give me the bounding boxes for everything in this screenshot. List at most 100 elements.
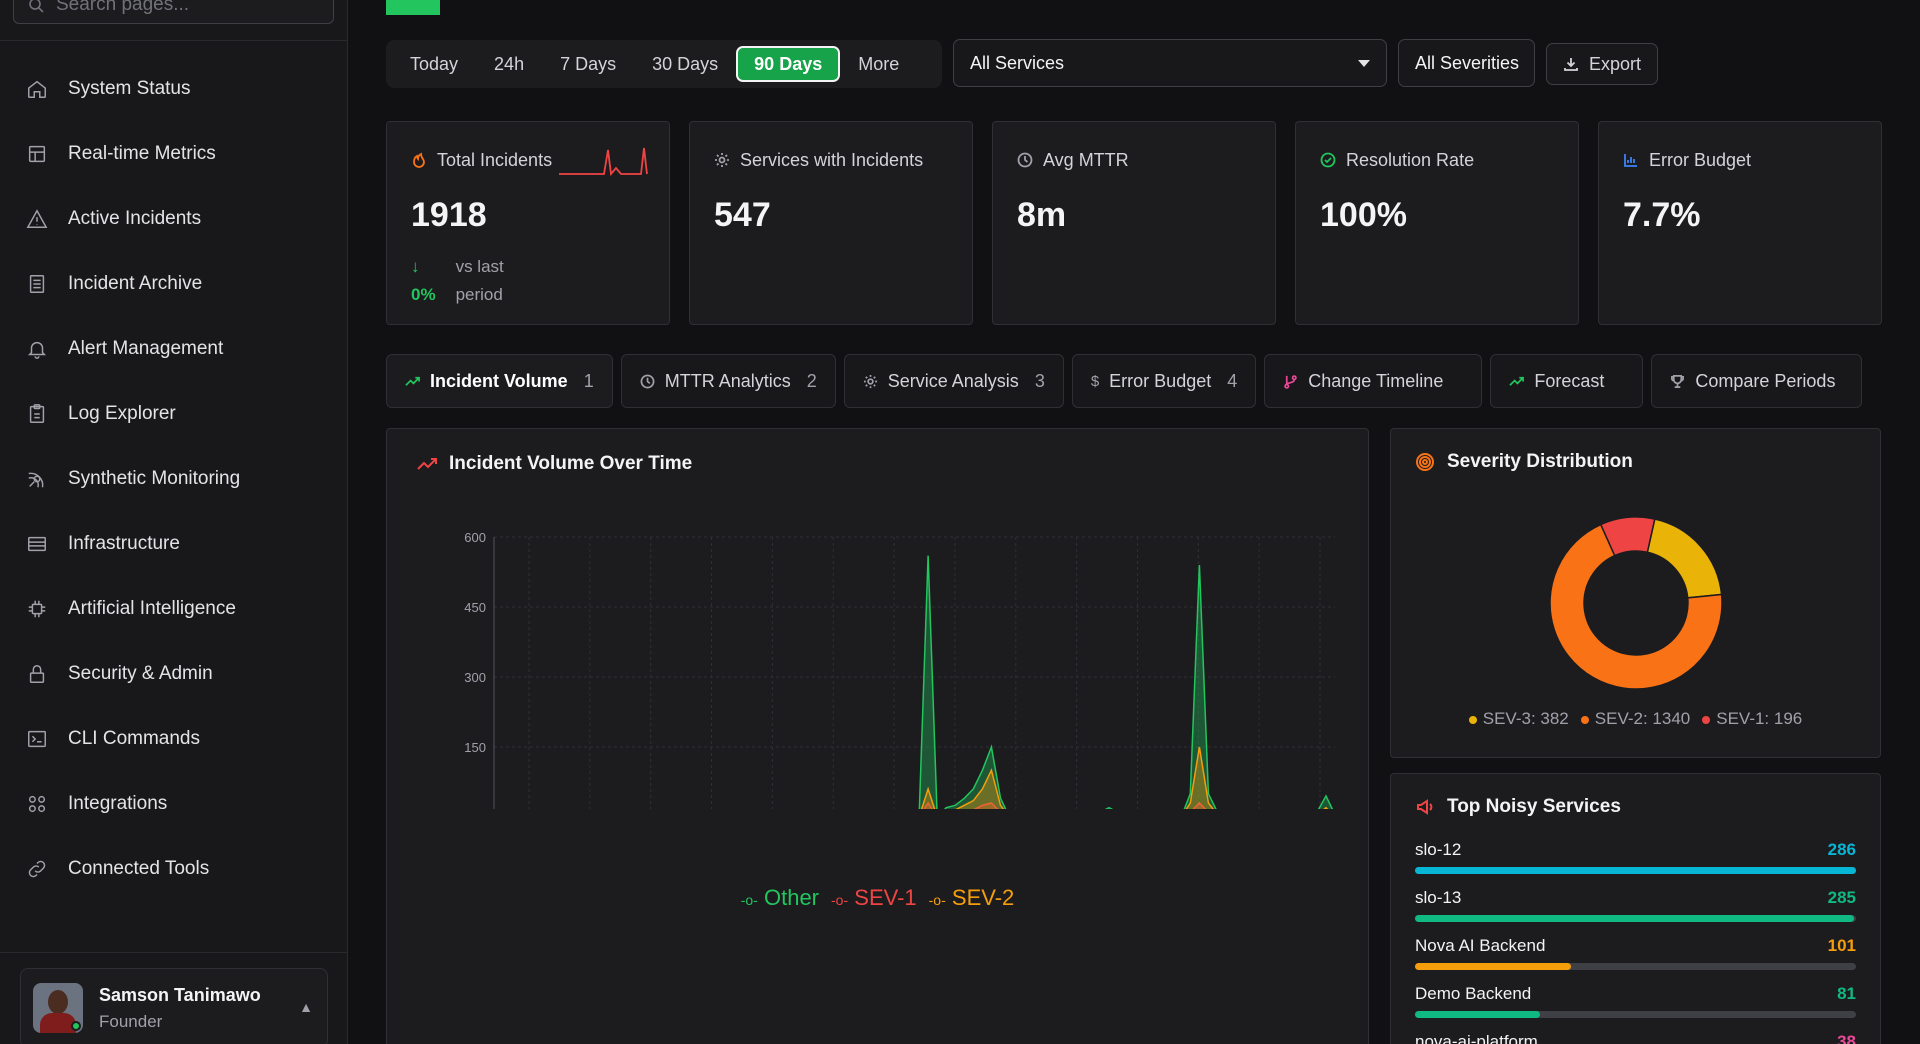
series-line-sev-1 [923, 801, 1207, 809]
sidebar-item-connected-tools[interactable]: Connected Tools [0, 836, 348, 901]
sidebar-item-integrations[interactable]: Integrations [0, 771, 348, 836]
donut-slice-sev-2[interactable] [1549, 523, 1723, 690]
tab-compare-periods[interactable]: Compare Periods [1651, 354, 1863, 408]
search-input[interactable]: Search pages... [13, 0, 334, 24]
tab-error-budget[interactable]: $ Error Budget 4 [1071, 354, 1257, 408]
stat-card-services-with-incidents: Services with Incidents 547 [689, 121, 973, 325]
arrow-down-icon: ↓ [411, 257, 420, 276]
legend-dot [1580, 715, 1589, 724]
range-7days-button[interactable]: 7 Days [560, 53, 617, 74]
service-count: 285 [1827, 888, 1856, 907]
noisy-service-row[interactable]: nova-ai-platform 38 [1415, 1032, 1856, 1044]
sidebar-item-synthetic-monitoring[interactable]: Synthetic Monitoring [0, 446, 348, 511]
sidebar-item-alert-management[interactable]: Alert Management [0, 316, 348, 381]
user-name: Samson Tanimawo [99, 984, 261, 1005]
radar-icon [28, 472, 44, 487]
sidebar-nav: System Status Real-time Metrics Active I… [0, 56, 348, 901]
link-icon [28, 860, 46, 877]
stat-title: Error Budget [1649, 149, 1752, 170]
legend-label: Other [763, 885, 820, 910]
donut-slice-sev-1[interactable] [1599, 516, 1656, 557]
tab-mttr-analytics[interactable]: MTTR Analytics 2 [620, 354, 836, 408]
range-more-button[interactable]: More [858, 53, 900, 74]
sidebar-item-label: Integrations [68, 792, 168, 814]
trend-text: period [455, 285, 503, 304]
lock-icon [29, 664, 45, 683]
noisy-service-row[interactable]: Nova AI Backend 101 [1415, 936, 1856, 984]
search-icon [29, 0, 44, 13]
gear-icon [715, 153, 729, 167]
chart-legend: -o- Other -o- SEV-1 -o- SEV-2 [387, 885, 1368, 911]
legend-item: SEV-1: 196 [1702, 709, 1802, 729]
cpu-chip-icon [28, 600, 46, 617]
severity-filter-select[interactable]: All Severities [1398, 39, 1535, 87]
sidebar-item-security-admin[interactable]: Security & Admin [0, 641, 348, 706]
tab-shortcut: 1 [583, 370, 594, 391]
sidebar-item-log-explorer[interactable]: Log Explorer [0, 381, 348, 446]
y-tick-label: 450 [464, 600, 486, 615]
range-24h-button[interactable]: 24h [494, 53, 525, 74]
sidebar-item-artificial-intelligence[interactable]: Artificial Intelligence [0, 576, 348, 641]
incident-volume-panel: Incident Volume Over Time 0150300450600M… [386, 428, 1369, 1044]
series-area-sev-1 [924, 803, 1206, 809]
range-today-button[interactable]: Today [410, 53, 459, 74]
tab-label: Forecast [1534, 370, 1605, 391]
range-30days-button[interactable]: 30 Days [652, 53, 719, 74]
service-filter-select[interactable]: All Services [953, 39, 1387, 87]
tab-shortcut: 2 [806, 370, 817, 391]
service-bar-fill [1415, 963, 1571, 970]
tab-shortcut: 4 [1227, 370, 1238, 391]
noisy-service-row[interactable]: slo-12 286 [1415, 840, 1856, 888]
user-menu[interactable]: Samson Tanimawo Founder ▲ [20, 968, 328, 1044]
legend-item[interactable]: -o- SEV-1 [831, 885, 917, 911]
tab-service-analysis[interactable]: Service Analysis 3 [843, 354, 1064, 408]
sidebar-item-system-status[interactable]: System Status [0, 56, 348, 121]
server-icon [28, 536, 46, 551]
clock-icon [1017, 152, 1033, 168]
chevron-down-icon [1358, 60, 1370, 67]
top-accent-bar [386, 0, 440, 15]
export-button[interactable]: Export [1546, 43, 1658, 85]
stat-value: 1918 [411, 196, 487, 234]
trend-text: vs last [455, 257, 504, 276]
severity-distribution-panel: Severity Distribution SEV-3: 382 SEV-2: 1… [1390, 428, 1881, 758]
sidebar-item-active-incidents[interactable]: Active Incidents [0, 186, 348, 251]
terminal-icon [28, 730, 46, 747]
y-tick-label: 150 [464, 740, 486, 755]
service-bar-track [1415, 1011, 1856, 1018]
sidebar-item-label: Log Explorer [68, 402, 176, 424]
service-name: Demo Backend [1415, 984, 1532, 1003]
tab-forecast[interactable]: Forecast [1490, 354, 1644, 408]
range-90days-button[interactable]: 90 Days [736, 46, 841, 82]
stat-title: Resolution Rate [1346, 149, 1475, 170]
sidebar-item-incident-archive[interactable]: Incident Archive [0, 251, 348, 316]
donut-slice-sev-3[interactable] [1646, 518, 1723, 599]
sidebar-item-cli-commands[interactable]: CLI Commands [0, 706, 348, 771]
sidebar-item-label: Real-time Metrics [68, 142, 216, 164]
y-tick-label: 300 [464, 670, 486, 685]
sidebar-item-label: Synthetic Monitoring [68, 467, 241, 489]
flame-icon [413, 152, 425, 168]
service-count: 38 [1837, 1032, 1856, 1044]
export-label: Export [1588, 53, 1642, 74]
sidebar-item-realtime-metrics[interactable]: Real-time Metrics [0, 121, 348, 186]
sidebar-item-infrastructure[interactable]: Infrastructure [0, 511, 348, 576]
noisy-service-row[interactable]: Demo Backend 81 [1415, 984, 1856, 1032]
gear-icon [863, 374, 877, 388]
grid-icon [28, 795, 46, 812]
stat-title: Avg MTTR [1043, 149, 1129, 170]
tab-change-timeline[interactable]: Change Timeline [1264, 354, 1483, 408]
tab-incident-volume[interactable]: Incident Volume 1 [386, 354, 613, 408]
legend-item[interactable]: -o- Other [741, 885, 819, 911]
noisy-service-row[interactable]: slo-13 285 [1415, 888, 1856, 936]
sidebar-item-label: CLI Commands [68, 727, 200, 749]
dollar-icon: $ [1090, 372, 1100, 390]
series-line-sev-2 [920, 746, 1329, 809]
service-count: 101 [1827, 936, 1856, 955]
online-status-dot [71, 1021, 81, 1031]
legend-label: SEV-3: 382 [1482, 709, 1569, 728]
trend-up-icon [1509, 376, 1525, 386]
legend-item[interactable]: -o- SEV-2 [929, 885, 1015, 911]
stat-value: 100% [1320, 196, 1407, 234]
legend-label: SEV-1: 196 [1716, 709, 1803, 728]
